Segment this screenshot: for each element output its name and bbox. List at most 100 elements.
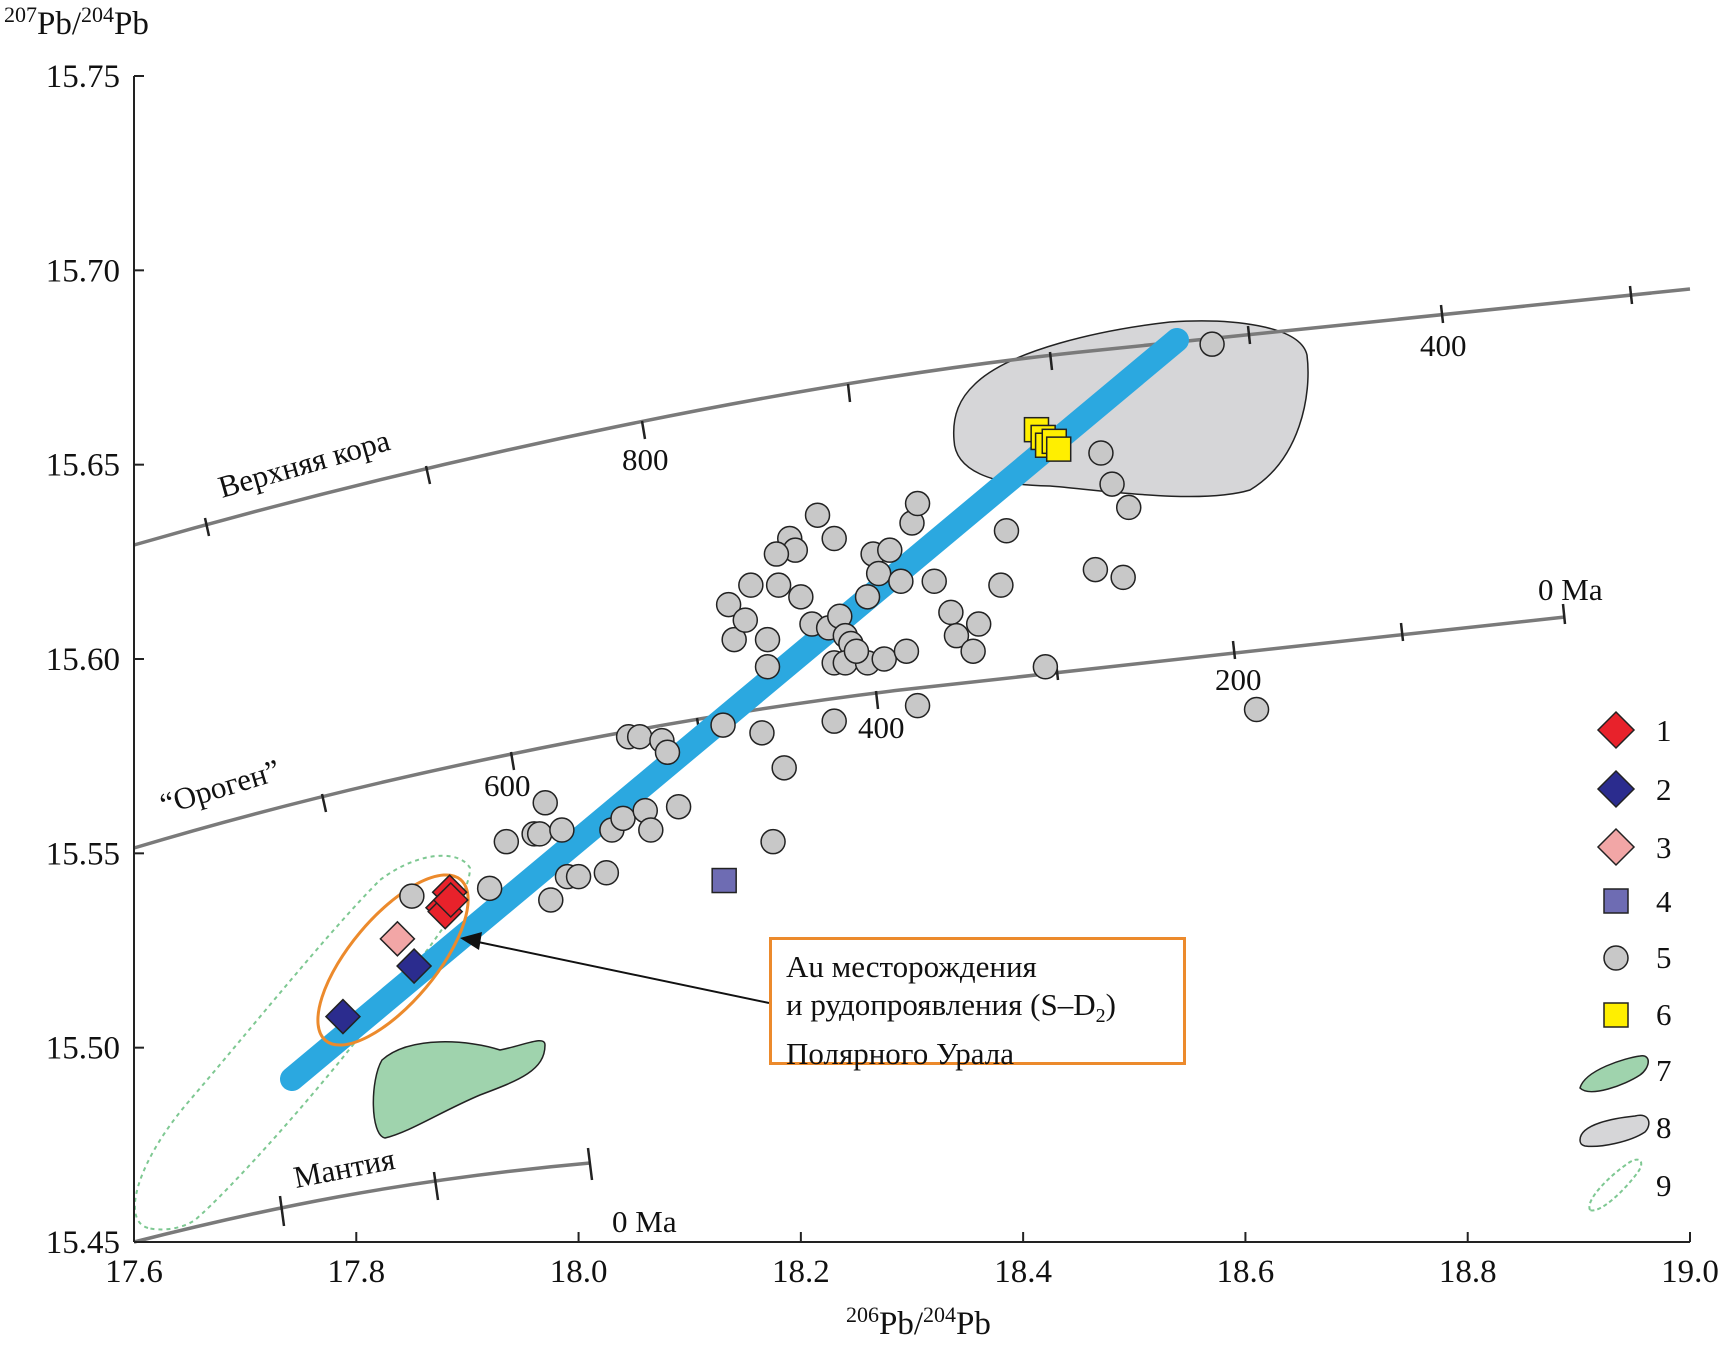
point-series-5-64 <box>1110 564 1136 591</box>
x-axis-title-a: Pb/ <box>879 1306 924 1342</box>
point-series-5-59 <box>993 517 1020 544</box>
y-tick-label-0: 15.45 <box>46 1225 120 1261</box>
point-series-5-28 <box>765 572 792 598</box>
point-series-5-20 <box>710 712 736 738</box>
point-series-5-7 <box>549 817 575 843</box>
y-tick-label-1: 15.50 <box>46 1031 120 1067</box>
point-series-5-5 <box>532 790 558 816</box>
point-series-5-34 <box>804 502 831 528</box>
point-series-5-61 <box>1082 556 1109 583</box>
au-deposits-callout: Au месторождения и рудопроявления (S–D2)… <box>769 937 1186 1071</box>
point-series-5-48 <box>877 537 903 563</box>
x-axis-title: 206Pb/204Pb <box>846 1302 991 1342</box>
point-series-5-70 <box>904 692 931 719</box>
legend-label-1: 1 <box>1656 713 1672 748</box>
point-series-5-23 <box>732 607 759 633</box>
point-series-5-60 <box>1032 654 1059 680</box>
point-series-1-3 <box>432 881 469 919</box>
point-series-5-32 <box>788 584 814 610</box>
legend-label-4: 4 <box>1656 884 1672 919</box>
callout-arrow-head <box>460 932 482 950</box>
legend-marker-5 <box>1603 945 1629 971</box>
label-orogen-0ma: 0 Ma <box>1538 572 1603 607</box>
x-tick-label-1: 17.8 <box>327 1254 385 1290</box>
legend-label-7: 7 <box>1656 1053 1672 1088</box>
point-series-5-58 <box>988 572 1014 598</box>
legend-label-2: 2 <box>1656 772 1672 807</box>
point-series-5-9 <box>565 863 592 890</box>
y-tick-label-6: 15.75 <box>46 59 120 95</box>
x-tick-label-6: 18.8 <box>1439 1254 1497 1290</box>
legend-label-6: 6 <box>1656 997 1672 1032</box>
y-axis-title-a: Pb/ <box>37 6 82 42</box>
point-series-5-25 <box>749 720 775 746</box>
label-orogen-400: 400 <box>858 710 905 745</box>
curve-mantle <box>133 1161 591 1244</box>
point-series-5-55 <box>943 622 970 649</box>
point-series-2-0 <box>324 998 362 1035</box>
label-mantle-0ma: 0 Ma <box>612 1204 677 1239</box>
label-mantle: Мантия <box>291 1141 398 1195</box>
callout-line-1: Au месторождения <box>786 949 1037 984</box>
legend-marker-9 <box>1588 1158 1643 1212</box>
trend-line <box>280 328 1189 1091</box>
legend-marker-2 <box>1596 769 1636 809</box>
au-deposits-ellipse <box>316 873 470 1047</box>
axis-ticks: 17.6 17.8 18.0 18.2 18.4 18.6 18.8 19.0 15.45 15.… <box>46 59 1718 1290</box>
y-tick-label-5: 15.70 <box>46 253 120 289</box>
point-series-5-27 <box>760 828 786 855</box>
curve-ticks <box>203 285 1634 1227</box>
legend-marker-7 <box>1579 1055 1649 1093</box>
point-series-5-56 <box>960 638 986 664</box>
callout-line-2: и рудопроявления (S–D2) <box>786 986 1169 1035</box>
point-series-5-2 <box>493 828 520 855</box>
point-series-6-4 <box>1045 436 1072 462</box>
point-series-5-21 <box>715 591 742 618</box>
legend-marker-1 <box>1596 710 1636 750</box>
y-axis-title-b: Pb <box>114 6 149 42</box>
point-series-2-1 <box>396 947 433 985</box>
x-tick-label-0: 17.6 <box>105 1254 163 1290</box>
point-series-5-18 <box>654 739 681 766</box>
point-series-5-47 <box>871 646 897 672</box>
point-series-5-6 <box>538 887 564 913</box>
point-series-5-29 <box>771 755 797 781</box>
x-axis-title-sup: 206 <box>846 1302 879 1327</box>
legend-label-9: 9 <box>1656 1168 1672 1203</box>
point-series-5-66 <box>1199 331 1225 357</box>
legend-marker-4 <box>1603 888 1629 914</box>
callout-arrow-line <box>477 941 770 1004</box>
point-series-5-54 <box>938 599 964 626</box>
y-axis-title: 207Pb/204Pb <box>4 2 149 42</box>
legend-label-8: 8 <box>1656 1110 1672 1145</box>
x-tick-label-7: 19.0 <box>1661 1254 1718 1290</box>
point-series-5-0 <box>399 883 425 909</box>
point-series-5-26 <box>754 626 781 653</box>
point-series-5-14 <box>626 723 653 750</box>
point-series-5-16 <box>638 817 664 843</box>
point-series-5-10 <box>593 860 620 886</box>
point-series-5-63 <box>1099 471 1125 497</box>
legend-label-3: 3 <box>1656 830 1672 865</box>
point-series-5-1 <box>476 875 503 902</box>
y-axis-title-sup: 207 <box>4 2 37 27</box>
x-axis-title-sup2: 204 <box>923 1302 956 1327</box>
point-series-5-62 <box>1088 440 1114 466</box>
callout-line-2-text: и рудопроявления (S–D <box>786 987 1096 1022</box>
point-series-5-42 <box>821 708 847 734</box>
point-series-5-69 <box>754 654 781 680</box>
y-axis-title-sup2: 204 <box>81 2 114 27</box>
point-series-5-24 <box>738 572 764 598</box>
legend: 1 2 3 4 5 6 7 8 9 <box>1579 710 1672 1212</box>
point-series-5-43 <box>854 584 881 610</box>
point-series-5-4 <box>526 821 553 847</box>
curve-orogen <box>133 615 1566 850</box>
x-tick-label-2: 18.0 <box>550 1254 608 1290</box>
callout-line-2-sub: 2 <box>1095 1005 1106 1028</box>
label-orogen-200: 200 <box>1215 662 1262 697</box>
x-axis-title-b: Pb <box>956 1306 991 1342</box>
label-upper-crust: Верхняя кора <box>214 422 394 504</box>
point-series-5-53 <box>921 568 947 595</box>
callout-line-3: Полярного Урала <box>786 1036 1014 1072</box>
